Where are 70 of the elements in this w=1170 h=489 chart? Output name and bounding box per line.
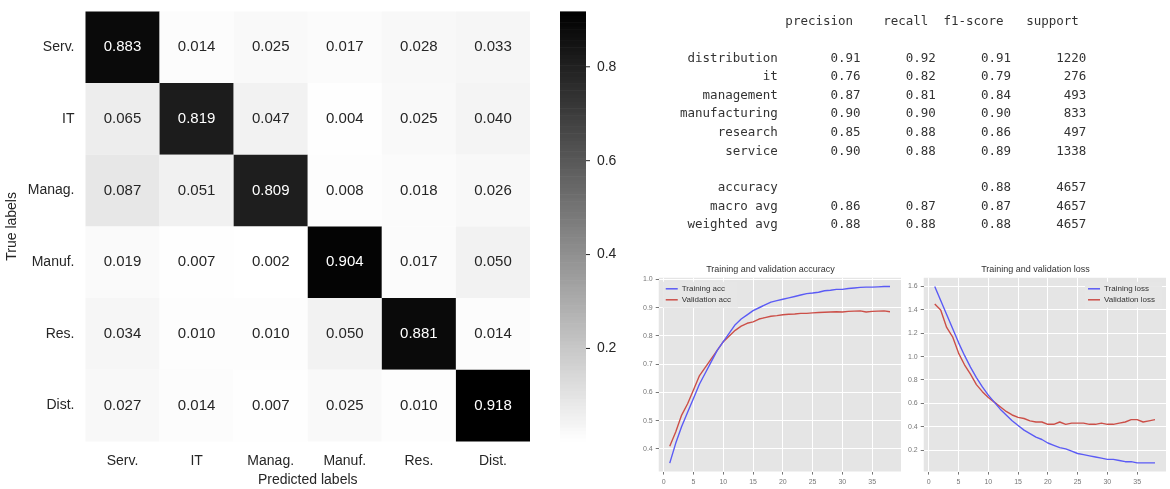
data-label: 0.904: [326, 252, 364, 270]
data-label: 0.010: [177, 324, 216, 342]
data-label: 0.008: [326, 180, 364, 198]
data-label: 0.007: [251, 395, 290, 413]
legend-label: Validation acc: [681, 295, 731, 304]
data-label: 0.065: [103, 109, 142, 127]
data-label: 0.004: [326, 109, 364, 127]
data-label: 0.014: [177, 395, 216, 413]
data-label: 0.018: [400, 180, 438, 198]
chart-title: Training and validation accuracy: [706, 263, 836, 274]
data-label: 0.025: [251, 37, 290, 55]
y-tick-label: Manuf.: [31, 253, 75, 270]
data-label: 0.051: [177, 180, 216, 198]
x-axis-title: Predicted labels: [257, 471, 358, 488]
data-label: 0.025: [326, 395, 364, 413]
legend-label: Training acc: [681, 284, 726, 293]
color-bar-label: 0.2: [593, 339, 617, 356]
data-label: 0.025: [400, 109, 438, 127]
x-tick-label: Manag.: [247, 451, 295, 468]
data-label: 0.026: [474, 180, 512, 198]
data-label: 0.034: [103, 324, 142, 342]
legend-label: Training loss: [1104, 284, 1150, 293]
x-tick-label: Manuf.: [323, 451, 367, 468]
y-tick-label: Manag.: [27, 181, 75, 198]
data-label: 0.002: [251, 252, 290, 270]
data-label: 0.027: [103, 395, 142, 413]
data-label: 0.007: [177, 252, 216, 270]
data-label: 0.883: [103, 37, 142, 55]
color-bar-label: 0.8: [593, 57, 617, 74]
text: accuracy 0.88 4657: [716, 178, 1088, 197]
data-label: 0.010: [400, 395, 438, 413]
text: distribution 0.91 0.92 0.91 1220: [686, 48, 1088, 67]
data-label: 0.050: [474, 252, 512, 270]
y-tick-label: Res.: [45, 324, 75, 341]
data-label: 0.809: [251, 180, 290, 198]
data-label: 0.047: [251, 109, 290, 127]
data-label: 0.010: [251, 324, 290, 342]
text: service 0.90 0.88 0.89 1338: [724, 141, 1088, 160]
data-label: 0.050: [326, 324, 364, 342]
chart-title: Training and validation loss: [981, 263, 1091, 274]
y-tick-label: Serv.: [42, 38, 75, 55]
x-tick-label: IT: [190, 451, 204, 468]
text: research 0.85 0.88 0.86 497: [716, 122, 1088, 141]
x-tick-label: Serv.: [106, 451, 139, 468]
data-label: 0.019: [103, 252, 142, 270]
data-label: 0.017: [400, 252, 438, 270]
y-axis-title: True labels: [3, 192, 20, 261]
data-label: 0.918: [474, 395, 512, 413]
color-bar-label: 0.4: [593, 245, 617, 262]
x-tick-label: Res.: [404, 451, 434, 468]
data-label: 0.017: [326, 37, 364, 55]
legend-label: Validation loss: [1104, 295, 1156, 304]
text: management 0.87 0.81 0.84 493: [701, 85, 1088, 104]
data-label: 0.028: [400, 37, 438, 55]
data-label: 0.087: [103, 180, 142, 198]
data-label: 0.033: [474, 37, 512, 55]
text: it 0.76 0.82 0.79 276: [761, 67, 1088, 86]
text: precision recall f1-score support: [784, 12, 1080, 30]
y-tick-label: IT: [62, 109, 75, 126]
x-tick-label: Dist.: [478, 451, 507, 468]
text: macro avg 0.86 0.87 0.87 4657: [709, 196, 1088, 215]
color-bar-label: 0.6: [593, 151, 617, 168]
data-label: 0.014: [474, 324, 512, 342]
text: weighted avg 0.88 0.88 0.88 4657: [686, 215, 1088, 234]
data-label: 0.881: [400, 324, 438, 342]
data-label: 0.819: [177, 109, 216, 127]
text: manufacturing 0.90 0.90 0.90 833: [680, 104, 1088, 123]
data-label: 0.014: [177, 37, 216, 55]
y-tick-label: Dist.: [46, 396, 75, 413]
data-label: 0.040: [474, 109, 512, 127]
